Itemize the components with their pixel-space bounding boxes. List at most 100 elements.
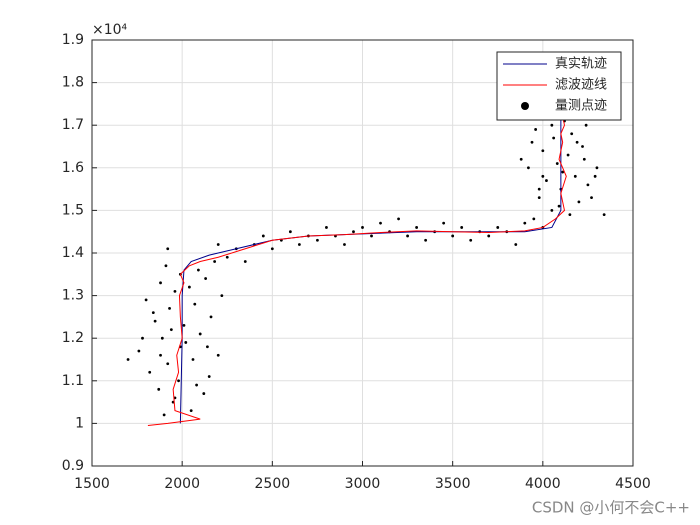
point (189, 409, 193, 413)
point (370, 234, 373, 238)
point (198, 332, 202, 336)
point (297, 243, 301, 246)
point (442, 221, 446, 225)
x-tick-label: 4500 (615, 476, 651, 492)
point (216, 353, 220, 357)
point (406, 234, 409, 238)
x-tick-label: 3000 (345, 476, 381, 492)
legend-label: 量测点迹 (555, 99, 607, 114)
legend-box (496, 51, 622, 121)
point (397, 217, 400, 221)
point (193, 302, 197, 306)
legend-label: 滤波迹线 (555, 78, 607, 93)
point (187, 285, 191, 289)
point (451, 234, 455, 238)
point (141, 336, 144, 340)
point (469, 238, 473, 242)
point (343, 243, 346, 246)
y-tick-label: 1.5 (62, 202, 84, 218)
point (561, 170, 565, 174)
point (184, 341, 188, 344)
point (541, 174, 545, 178)
point (537, 187, 541, 191)
point (602, 213, 606, 217)
point (460, 226, 464, 229)
point (168, 306, 171, 310)
point (582, 157, 586, 161)
point (164, 264, 168, 268)
point (191, 358, 195, 361)
point (568, 213, 572, 217)
point (225, 255, 229, 259)
y-tick-label: 1.3 (62, 288, 84, 304)
y-tick-label: 0.9 (62, 458, 84, 474)
point (379, 221, 382, 225)
y-tick-label: 1 (75, 415, 84, 431)
y-tick-label: 1.6 (62, 160, 84, 176)
point (361, 226, 364, 229)
point (496, 226, 500, 229)
point (207, 375, 211, 378)
axes-box (91, 39, 634, 467)
point (166, 362, 170, 366)
point (575, 140, 579, 144)
legend-label: 真实轨迹 (555, 57, 607, 72)
point (570, 132, 574, 136)
point (270, 247, 274, 251)
point (220, 294, 224, 297)
point (166, 247, 170, 251)
point (557, 204, 561, 208)
point (586, 183, 590, 187)
point (581, 145, 584, 148)
point (550, 209, 554, 212)
point (160, 336, 164, 340)
x-tick-label: 2000 (164, 476, 200, 492)
point (153, 319, 157, 323)
point (527, 166, 530, 170)
point (209, 315, 213, 319)
point (523, 221, 527, 225)
point (415, 226, 418, 229)
point (584, 123, 588, 127)
point (530, 140, 534, 144)
x-tick-label: 3500 (435, 476, 471, 492)
x-tick-label: 4000 (525, 476, 561, 492)
point (213, 260, 217, 263)
point (177, 379, 180, 383)
point (195, 383, 198, 387)
line (147, 116, 567, 427)
point (159, 281, 162, 285)
y-tick-label: 1.8 (62, 75, 84, 91)
point (173, 289, 177, 293)
legend-marker (521, 102, 529, 110)
point (151, 311, 155, 315)
point (573, 174, 577, 178)
plot-area: 1500 2000 2500 3000 3500 4000 4500 0.9 1 1.1 1.2 1.… (62, 32, 651, 492)
point (126, 358, 130, 361)
y-exponent: ×10⁴ (92, 22, 128, 38)
point (159, 353, 162, 357)
point (552, 136, 556, 140)
point (202, 392, 206, 395)
point (352, 230, 355, 234)
point (316, 238, 319, 242)
x-tick-label: 2500 (255, 476, 291, 492)
point (216, 243, 220, 246)
point (487, 234, 491, 238)
point (541, 149, 545, 153)
point (566, 153, 570, 157)
point (196, 268, 200, 272)
point (325, 226, 328, 229)
watermark: CSDN @小何不会C++ (532, 499, 690, 517)
y-tick-label: 1.4 (62, 245, 84, 261)
point (157, 387, 161, 391)
point (148, 370, 152, 374)
point (137, 349, 141, 353)
y-tick-label: 1.7 (62, 117, 84, 133)
x-tick-label: 1500 (74, 476, 110, 492)
y-tick-label: 1.9 (62, 32, 84, 48)
point (243, 260, 247, 263)
point (204, 277, 208, 280)
point (545, 179, 548, 182)
